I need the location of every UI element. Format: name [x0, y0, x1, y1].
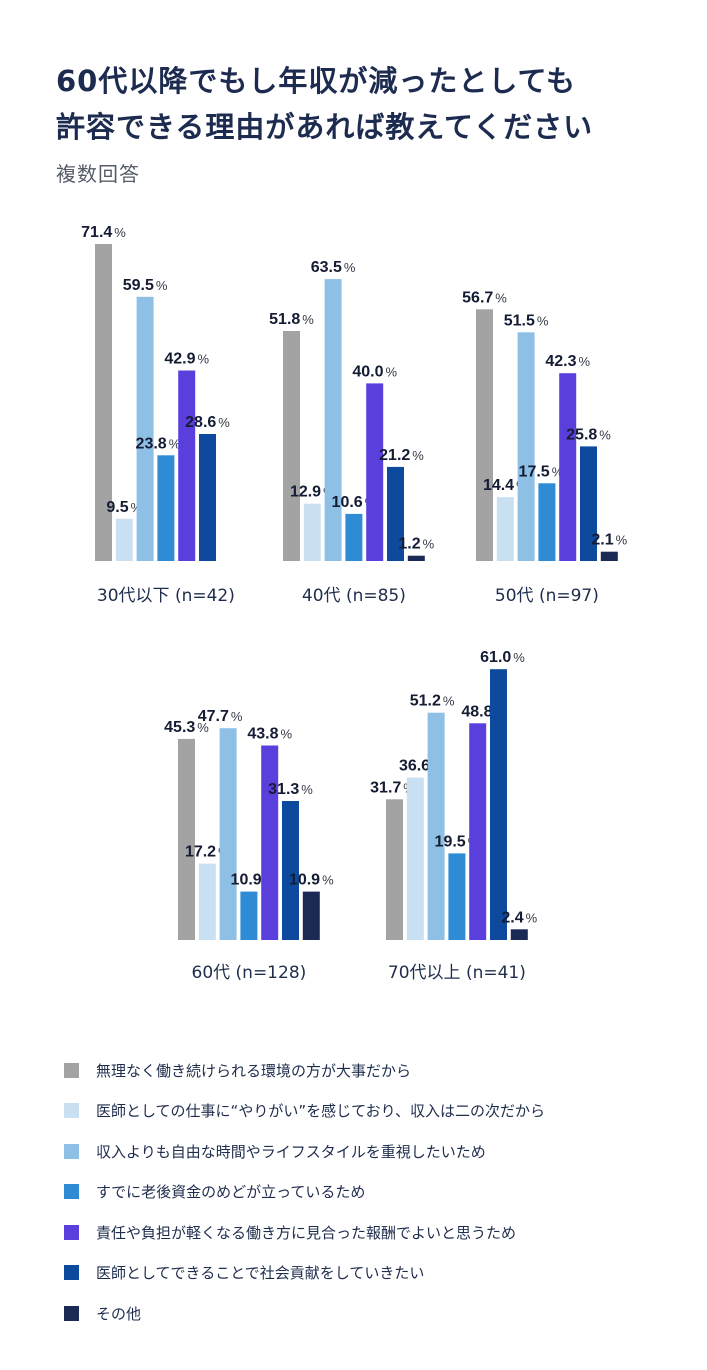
legend-swatch-0 — [64, 1062, 79, 1078]
data-label-2-0: 56.7% — [462, 289, 507, 306]
bar-group-2: 56.7%14.4%51.5%17.5%42.3%25.8%2.1%50代 (n… — [462, 289, 627, 606]
bar-0-4 — [178, 370, 196, 561]
data-label-3-5: 31.3% — [268, 781, 313, 798]
legend-label-4: 責任や負担が軽くなる働き方に見合った報酬でよいと思うため — [96, 1223, 517, 1242]
category-label-3: 60代 (n=128) — [192, 963, 307, 983]
legend-item-3: すでに老後資金のめどが立っているため — [64, 1172, 545, 1213]
bar-group-4: 31.7%36.6%51.2%19.5%48.8%61.0%2.4%70代以上 … — [370, 649, 537, 983]
legend-swatch-4 — [64, 1224, 79, 1240]
bar-4-4 — [469, 723, 487, 940]
legend-label-2: 収入よりも自由な時間やライフスタイルを重視したいため — [96, 1142, 486, 1161]
bar-1-5 — [387, 466, 404, 561]
bar-3-3 — [240, 891, 258, 940]
bar-3-0 — [178, 738, 195, 940]
bar-4-3 — [448, 853, 466, 940]
bar-2-5 — [580, 446, 597, 561]
data-label-0-5: 28.6% — [185, 414, 230, 431]
data-label-0-4: 42.9% — [164, 351, 209, 368]
chart-legend: 無理なく働き続けられる環境の方が大事だから医師としての仕事に“やりがい”を感じて… — [64, 1050, 545, 1334]
legend-label-1: 医師としての仕事に“やりがい”を感じており、収入は二の次だから — [96, 1102, 546, 1121]
bar-3-5 — [282, 801, 299, 940]
legend-item-1: 医師としての仕事に“やりがい”を感じており、収入は二の次だから — [64, 1091, 545, 1132]
bar-1-3 — [345, 513, 363, 561]
data-label-3-6: 10.9% — [289, 872, 334, 889]
data-label-1-2: 63.5% — [311, 259, 356, 276]
data-label-4-5: 61.0% — [480, 649, 525, 666]
legend-item-4: 責任や負担が軽くなる働き方に見合った報酬でよいと思うため — [64, 1212, 545, 1253]
data-label-4-6: 2.4% — [501, 909, 537, 926]
bar-4-2 — [427, 712, 445, 940]
data-label-2-3: 17.5% — [519, 463, 564, 480]
legend-swatch-5 — [64, 1265, 79, 1281]
data-label-1-5: 21.2% — [379, 447, 424, 464]
data-label-3-0: 45.3% — [164, 719, 209, 736]
data-label-3-4: 43.8% — [247, 726, 292, 743]
data-label-2-4: 42.3% — [545, 353, 590, 370]
bar-4-1 — [406, 777, 424, 940]
bar-2-6 — [600, 551, 618, 561]
bar-3-1 — [198, 863, 216, 940]
bar-0-1 — [115, 518, 133, 561]
data-label-0-0: 71.4% — [81, 224, 126, 241]
legend-item-5: 医師としてできることで社会貢献をしていきたい — [64, 1253, 545, 1294]
bar-0-2 — [136, 296, 154, 561]
title-line-2: 許容できる理由があれば教えてください — [56, 110, 594, 144]
data-label-3-2: 47.7% — [198, 708, 243, 725]
data-label-4-2: 51.2% — [410, 693, 455, 710]
bar-3-4 — [261, 745, 279, 940]
data-label-2-6: 2.1% — [591, 532, 627, 549]
bar-group-0: 71.4 %9.5 %59.5 %23.8 %42.9 %28.6 %30代以下 (n=42… — [81, 224, 235, 606]
category-label-1: 40代 (n=85) — [302, 586, 406, 606]
bar-3-2 — [219, 728, 237, 940]
legend-swatch-3 — [64, 1184, 79, 1200]
bar-1-1 — [303, 503, 321, 561]
bar-group-3: 45.3%17.2%47.7%10.9%43.8%31.3%10.9%60代 (… — [164, 708, 334, 983]
bar-4-5 — [490, 669, 507, 940]
legend-swatch-2 — [64, 1143, 79, 1159]
legend-item-2: 収入よりも自由な時間やライフスタイルを重視したいため — [64, 1131, 545, 1172]
bar-1-0 — [283, 331, 300, 561]
data-label-1-0: 51.8% — [269, 311, 314, 328]
bar-0-5 — [199, 434, 216, 561]
legend-label-6: その他 — [96, 1304, 142, 1323]
bar-2-1 — [496, 497, 514, 561]
legend-label-0: 無理なく働き続けられる環境の方が大事だから — [96, 1061, 412, 1080]
category-label-2: 50代 (n=97) — [495, 586, 599, 606]
bar-1-4 — [366, 383, 384, 561]
bar-1-2 — [324, 279, 342, 561]
bar-group-1: 51.8%12.9%63.5%10.6%40.0%21.2%1.2%40代 (n… — [269, 259, 434, 606]
bar-1-6 — [407, 555, 425, 561]
chart-subtitle: 複数回答 — [56, 162, 140, 186]
bar-0-3 — [157, 455, 175, 561]
title-line-1: 60代以降でもし年収が減ったとしても — [56, 64, 577, 98]
bar-4-0 — [386, 799, 403, 940]
chart-title: 60代以降でもし年収が減ったとしても 許容できる理由があれば教えてください — [56, 58, 593, 150]
bar-4-6 — [510, 929, 528, 940]
data-label-2-5: 25.8% — [566, 426, 611, 443]
category-label-0: 30代以下 (n=42) — [97, 586, 235, 606]
bar-2-0 — [476, 309, 493, 561]
data-label-2-2: 51.5% — [504, 312, 549, 329]
data-label-0-3: 23.8% — [136, 435, 181, 452]
legend-item-6: その他 — [64, 1293, 545, 1334]
legend-label-5: 医師としてできることで社会貢献をしていきたい — [96, 1264, 425, 1283]
bar-0-0 — [95, 244, 112, 561]
data-label-0-2: 59.5% — [123, 277, 168, 294]
legend-swatch-1 — [64, 1103, 79, 1119]
data-label-1-6: 1.2% — [398, 536, 434, 553]
legend-swatch-6 — [64, 1305, 79, 1321]
legend-label-3: すでに老後資金のめどが立っているため — [96, 1183, 366, 1202]
bar-2-4 — [559, 373, 577, 561]
data-label-1-4: 40.0% — [352, 363, 397, 380]
bar-3-6 — [302, 891, 320, 940]
legend-item-0: 無理なく働き続けられる環境の方が大事だから — [64, 1050, 545, 1091]
category-label-4: 70代以上 (n=41) — [388, 963, 526, 983]
bar-2-3 — [538, 483, 556, 561]
bar-2-2 — [517, 332, 535, 561]
